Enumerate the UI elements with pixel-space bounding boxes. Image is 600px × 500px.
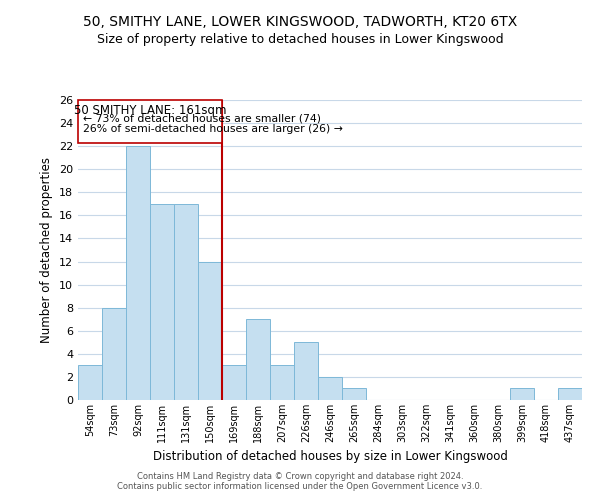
Bar [246,319,270,400]
Y-axis label: Number of detached properties: Number of detached properties [40,157,53,343]
Bar [198,262,222,400]
Bar [318,377,342,400]
Bar [294,342,318,400]
Text: Contains HM Land Registry data © Crown copyright and database right 2024.: Contains HM Land Registry data © Crown c… [137,472,463,481]
Bar [222,366,246,400]
Bar [342,388,366,400]
Bar [270,366,294,400]
Text: 50, SMITHY LANE, LOWER KINGSWOOD, TADWORTH, KT20 6TX: 50, SMITHY LANE, LOWER KINGSWOOD, TADWOR… [83,15,517,29]
Bar [102,308,126,400]
Bar [510,388,534,400]
Text: Contains public sector information licensed under the Open Government Licence v3: Contains public sector information licen… [118,482,482,491]
Text: Size of property relative to detached houses in Lower Kingswood: Size of property relative to detached ho… [97,32,503,46]
Text: 26% of semi-detached houses are larger (26) →: 26% of semi-detached houses are larger (… [83,124,343,134]
Bar [174,204,198,400]
X-axis label: Distribution of detached houses by size in Lower Kingswood: Distribution of detached houses by size … [152,450,508,464]
Bar [150,204,174,400]
Text: ← 73% of detached houses are smaller (74): ← 73% of detached houses are smaller (74… [83,114,321,124]
Bar [78,366,102,400]
Bar [126,146,150,400]
Bar [78,100,222,142]
Text: 50 SMITHY LANE: 161sqm: 50 SMITHY LANE: 161sqm [74,104,226,117]
Bar [558,388,582,400]
